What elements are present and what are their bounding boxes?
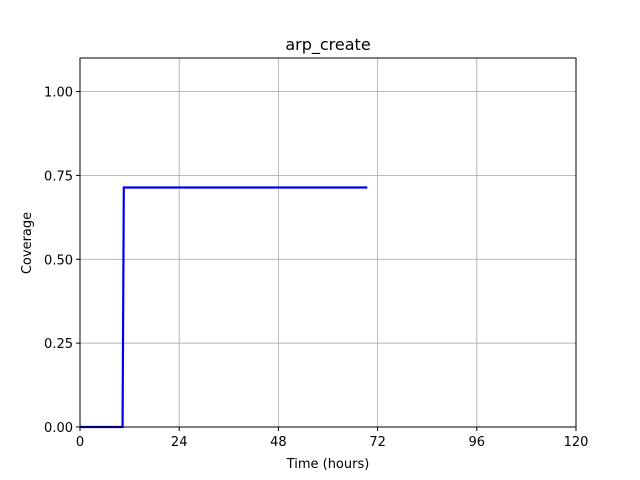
x-tick-label: 120 [564,435,589,450]
x-tick-label: 96 [469,435,486,450]
y-tick-label: 0.00 [44,421,73,436]
y-tick-label: 1.00 [44,86,73,101]
x-tick-label: 24 [171,435,188,450]
plot-frame [79,57,577,428]
chart-title: arp_create [285,35,370,55]
coverage-series-line [80,186,368,429]
y-tick-label: 0.50 [44,253,73,268]
series-layer [80,186,368,429]
y-axis-label: Coverage [20,212,35,274]
y-tick-label: 0.25 [44,337,73,352]
x-axis: 0 24 48 72 96 120 [76,427,589,450]
x-tick-label: 0 [76,435,84,450]
x-tick-label: 48 [270,435,287,450]
x-tick-label: 72 [369,435,386,450]
x-axis-label: Time (hours) [286,457,370,472]
y-axis: 0.00 0.25 0.50 0.75 1.00 [44,86,80,436]
grid [79,58,577,428]
y-tick-label: 0.75 [44,169,73,184]
